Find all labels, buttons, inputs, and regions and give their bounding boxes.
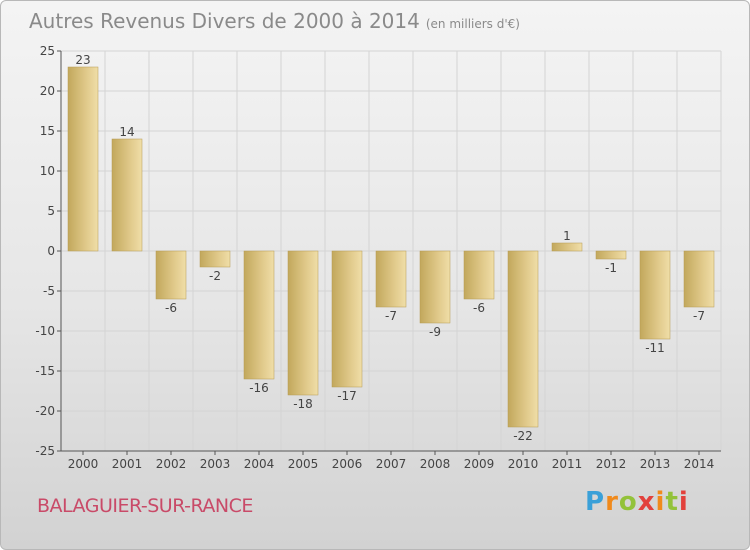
bar-2011 — [551, 242, 583, 252]
x-tick-label-2007: 2007 — [376, 457, 407, 471]
data-label-2004: -16 — [249, 381, 269, 395]
x-tick-label-2001: 2001 — [112, 457, 143, 471]
bar-2013 — [639, 250, 671, 340]
data-label-2006: -17 — [337, 389, 357, 403]
x-tick-label-2009: 2009 — [464, 457, 495, 471]
data-label-2011: 1 — [563, 229, 571, 243]
x-tick-label-2002: 2002 — [156, 457, 187, 471]
bar-2010 — [507, 250, 539, 428]
data-label-2000: 23 — [75, 53, 90, 67]
data-labels: 23 14 -6 -2 -16 -18 -17 -7 -9 -6 -22 1 -1 -11 -7 — [75, 53, 705, 443]
logo-letter: i — [655, 487, 666, 517]
data-label-2010: -22 — [513, 429, 533, 443]
title-main: Autres Revenus Divers de 2000 à 2014 — [29, 9, 420, 33]
logo-letter: t — [665, 487, 679, 517]
bar-2001 — [111, 138, 143, 252]
bar-2014 — [683, 250, 715, 308]
x-tick-label-2006: 2006 — [332, 457, 363, 471]
x-tick-label-2014: 2014 — [684, 457, 715, 471]
bar-2009 — [463, 250, 495, 300]
x-tick-label-2005: 2005 — [288, 457, 319, 471]
y-tick-label: 20 — [40, 84, 55, 98]
data-label-2003: -2 — [209, 269, 221, 283]
data-label-2001: 14 — [119, 125, 134, 139]
data-label-2007: -7 — [385, 309, 397, 323]
title-unit: (en milliers d'€) — [425, 17, 520, 31]
x-tick-label-2003: 2003 — [200, 457, 231, 471]
bar-2000 — [67, 66, 99, 252]
y-tick-label: 10 — [40, 164, 55, 178]
logo-letter: o — [618, 487, 638, 517]
bar-2005 — [287, 250, 319, 396]
y-tick-label: 15 — [40, 124, 55, 138]
y-tick-label: -20 — [35, 404, 55, 418]
data-label-2014: -7 — [693, 309, 705, 323]
x-tick-label-2012: 2012 — [596, 457, 627, 471]
x-tick-label-2010: 2010 — [508, 457, 539, 471]
logo-letter: P — [585, 487, 606, 517]
data-label-2009: -6 — [473, 301, 485, 315]
bar-2012 — [595, 250, 627, 260]
x-tick-label-2011: 2011 — [552, 457, 583, 471]
bar-2006 — [331, 250, 363, 388]
data-label-2012: -1 — [605, 261, 617, 275]
data-label-2008: -9 — [429, 325, 441, 339]
logo-letter: r — [605, 487, 619, 517]
bar-2002 — [155, 250, 187, 300]
bars — [67, 66, 715, 428]
x-tick-label-2013: 2013 — [640, 457, 671, 471]
proxiti-logo: Proxiti — [585, 487, 689, 517]
data-label-2005: -18 — [293, 397, 313, 411]
data-label-2002: -6 — [165, 301, 177, 315]
city-name: BALAGUIER-SUR-RANCE — [37, 495, 253, 517]
logo-letter: x — [637, 487, 656, 517]
x-tick-label-2004: 2004 — [244, 457, 275, 471]
y-tick-label: 5 — [47, 204, 55, 218]
logo-letter: i — [678, 487, 689, 517]
y-tick-label: -25 — [35, 444, 55, 458]
y-tick-label: -10 — [35, 324, 55, 338]
y-tick-label: -5 — [43, 284, 55, 298]
y-tick-label: 0 — [47, 244, 55, 258]
bar-2007 — [375, 250, 407, 308]
y-tick-label: -15 — [35, 364, 55, 378]
x-tick-label-2008: 2008 — [420, 457, 451, 471]
axes: 25 20 15 10 5 0 -5 -10 -15 -20 -25 2000 2001 2002 2003… — [35, 44, 721, 471]
data-label-2013: -11 — [645, 341, 665, 355]
y-tick-label: 25 — [40, 44, 55, 58]
bar-2003 — [199, 250, 231, 268]
bar-2008 — [419, 250, 451, 324]
x-tick-label-2000: 2000 — [68, 457, 99, 471]
bar-2004 — [243, 250, 275, 380]
chart-title: Autres Revenus Divers de 2000 à 2014 (en … — [29, 9, 520, 33]
